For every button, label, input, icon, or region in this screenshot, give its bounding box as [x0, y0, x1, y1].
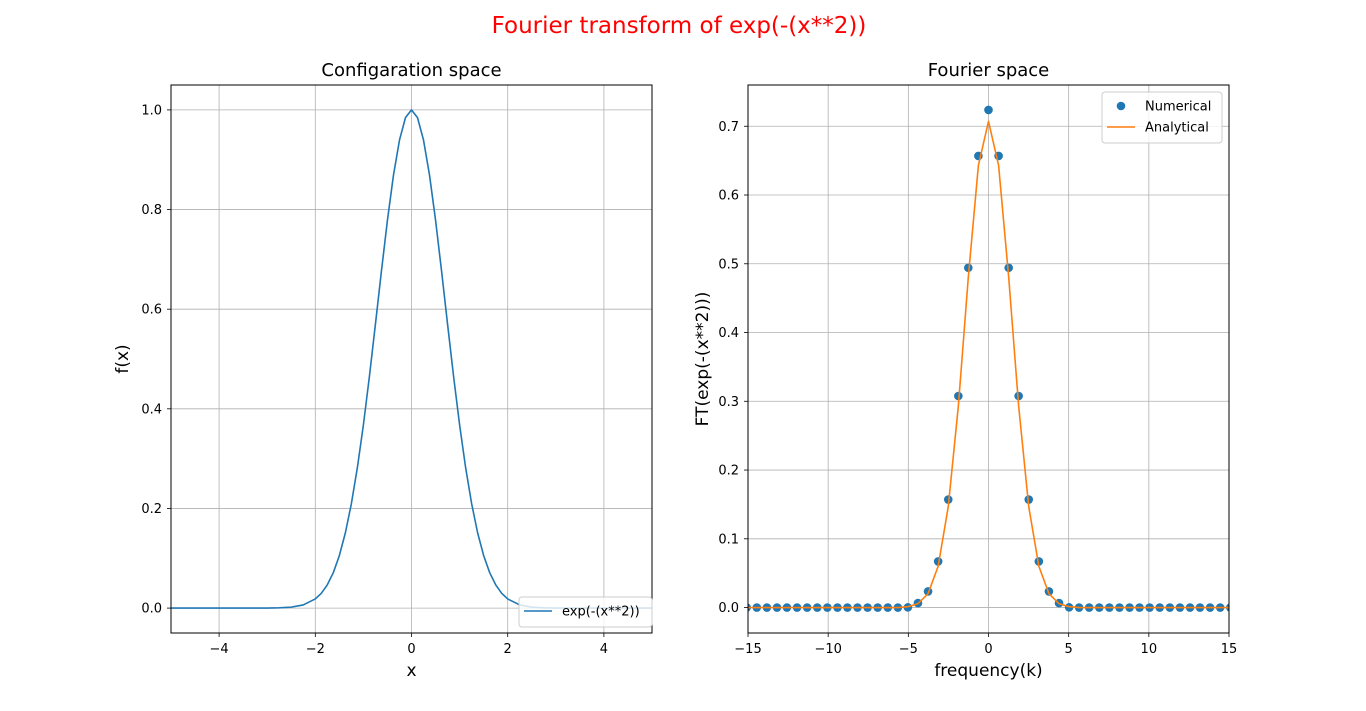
fourier-space-panel: −15 −10 −5 0 5 10 15 0.0 0.1 0.2 0.3 0.4 0.5 0.6 0.7 F… — [693, 60, 1237, 681]
right-legend-label: Numerical — [1145, 100, 1211, 115]
right-x-tick-label: 10 — [1141, 642, 1158, 657]
left-legend: exp(-(x**2)) — [518, 596, 653, 628]
right-y-tick-label: 0.5 — [718, 257, 739, 272]
right-x-tick-label: 15 — [1221, 642, 1238, 657]
left-y-tick-label: 0.6 — [141, 303, 162, 318]
right-x-tick-label: 0 — [984, 642, 992, 657]
left-y-tick-label: 1.0 — [141, 103, 162, 118]
left-y-tick-label: 0.8 — [141, 203, 162, 218]
right-x-tick-label: −15 — [734, 642, 761, 657]
right-x-tick-label: −5 — [899, 642, 918, 657]
right-marker-point — [933, 557, 943, 566]
left-y-tick-label: 0.2 — [141, 502, 162, 517]
right-series — [748, 105, 1229, 612]
right-legend-label: Analytical — [1145, 121, 1209, 136]
right-marker-point — [963, 263, 973, 273]
right-y-tick-label: 0.6 — [718, 189, 739, 204]
left-ticks: −4 −2 0 2 4 0.0 0.2 0.4 0.6 0.8 1.0 — [141, 103, 608, 657]
left-y-axis-label: f(x) — [113, 344, 133, 373]
right-legend-box — [1101, 91, 1223, 144]
left-x-tick-label: 4 — [600, 642, 608, 657]
right-y-tick-label: 0.0 — [718, 601, 739, 616]
right-y-axis-label: FT(exp(-(x**2))) — [693, 292, 713, 427]
left-y-tick-label: 0.4 — [141, 402, 162, 417]
left-legend-label: exp(-(x**2)) — [562, 605, 640, 620]
right-legend-marker — [1116, 101, 1126, 111]
left-x-tick-label: 0 — [407, 642, 415, 657]
left-x-tick-label: −2 — [306, 642, 325, 657]
left-grid — [171, 85, 652, 633]
right-y-tick-label: 0.3 — [718, 395, 739, 410]
right-y-tick-label: 0.2 — [718, 464, 739, 479]
right-axes-title: Fourier space — [928, 60, 1050, 81]
left-x-tick-label: −4 — [210, 642, 229, 657]
right-marker-point — [984, 105, 993, 115]
left-y-tick-label: 0.0 — [141, 602, 162, 617]
configuration-space-panel: −4 −2 0 2 4 0.0 0.2 0.4 0.6 0.8 1.0 Configaration … — [113, 60, 653, 681]
left-axes-title: Configaration space — [321, 60, 501, 81]
right-series-line — [748, 120, 1229, 609]
right-y-tick-label: 0.7 — [718, 120, 739, 135]
right-x-axis-label: frequency(k) — [934, 661, 1042, 681]
right-y-tick-label: 0.1 — [718, 532, 739, 547]
left-x-axis-label: x — [406, 661, 416, 681]
right-x-tick-label: −10 — [814, 642, 841, 657]
right-marker-point — [1004, 263, 1014, 273]
right-y-tick-label: 0.4 — [718, 326, 739, 341]
right-legend: Numerical Analytical — [1101, 91, 1223, 144]
right-ticks: −15 −10 −5 0 5 10 15 0.0 0.1 0.2 0.3 0.4 0.5 0.6 0.7 — [718, 120, 1237, 657]
right-x-tick-label: 5 — [1065, 642, 1073, 657]
right-marker-point — [1034, 557, 1044, 566]
figure-suptitle: Fourier transform of exp(-(x**2)) — [492, 13, 867, 39]
right-grid — [747, 85, 1230, 633]
left-series-line — [171, 109, 652, 609]
left-x-tick-label: 2 — [504, 642, 512, 657]
left-series — [171, 109, 652, 609]
left-legend-box — [518, 596, 653, 628]
